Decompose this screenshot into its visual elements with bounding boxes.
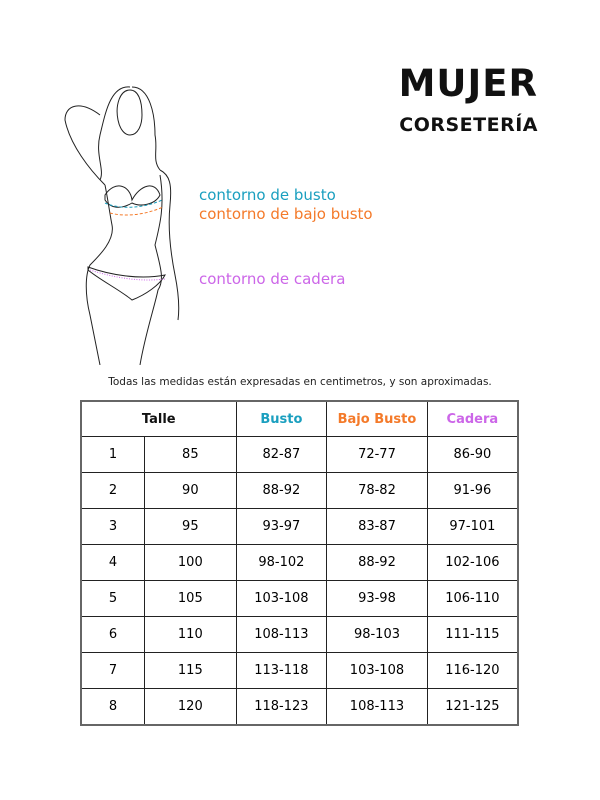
hip-label: contorno de cadera: [199, 270, 346, 288]
hip-range: 106-110: [426, 580, 519, 617]
table-row: 8 120 118-123 108-113 121-125: [80, 688, 519, 726]
size-table: Talle Busto Bajo Busto Cadera 1 85 82-87 72…: [80, 400, 519, 726]
table-row: 1 85 82-87 72-77 86-90: [80, 436, 519, 473]
bust-range: 93-97: [235, 508, 328, 545]
underbust-range: 78-82: [326, 472, 428, 509]
table-header-row: Talle Busto Bajo Busto Cadera: [80, 400, 519, 437]
underbust-range: 108-113: [326, 688, 428, 726]
bust-range: 108-113: [235, 616, 328, 653]
underbust-range: 93-98: [326, 580, 428, 617]
bust-range: 113-118: [235, 652, 328, 689]
hip-range: 91-96: [426, 472, 519, 509]
header-talle: Talle: [80, 400, 237, 437]
bust-range: 82-87: [235, 436, 328, 473]
measurement-note: Todas las medidas están expresadas en ce…: [108, 376, 492, 388]
size-number: 6: [80, 616, 146, 653]
hip-range: 111-115: [426, 616, 519, 653]
size-number: 1: [80, 436, 146, 473]
table-row: 6 110 108-113 98-103 111-115: [80, 616, 519, 653]
size-value: 110: [144, 616, 237, 653]
bust-range: 103-108: [235, 580, 328, 617]
body-measurement-illustration: [64, 86, 180, 365]
table-row: 2 90 88-92 78-82 91-96: [80, 472, 519, 509]
hip-range: 97-101: [426, 508, 519, 545]
bust-range: 98-102: [235, 544, 328, 581]
page-subtitle: CORSETERÍA: [399, 114, 538, 136]
underbust-range: 72-77: [326, 436, 428, 473]
size-value: 105: [144, 580, 237, 617]
bust-label: contorno de busto: [199, 186, 336, 204]
bust-range: 118-123: [235, 688, 328, 726]
header-busto: Busto: [235, 400, 328, 437]
hip-range: 102-106: [426, 544, 519, 581]
size-value: 100: [144, 544, 237, 581]
table-row: 7 115 113-118 103-108 116-120: [80, 652, 519, 689]
size-value: 115: [144, 652, 237, 689]
table-row: 5 105 103-108 93-98 106-110: [80, 580, 519, 617]
page-title: MUJER: [398, 62, 538, 105]
header-bajo-busto: Bajo Busto: [326, 400, 428, 437]
size-number: 7: [80, 652, 146, 689]
size-value: 90: [144, 472, 237, 509]
underbust-range: 83-87: [326, 508, 428, 545]
header-cadera: Cadera: [426, 400, 519, 437]
size-number: 3: [80, 508, 146, 545]
table-row: 3 95 93-97 83-87 97-101: [80, 508, 519, 545]
bust-range: 88-92: [235, 472, 328, 509]
size-value: 120: [144, 688, 237, 726]
size-number: 2: [80, 472, 146, 509]
underbust-range: 103-108: [326, 652, 428, 689]
underbust-range: 98-103: [326, 616, 428, 653]
size-number: 4: [80, 544, 146, 581]
underbust-label: contorno de bajo busto: [199, 205, 373, 223]
hip-range: 121-125: [426, 688, 519, 726]
table-row: 4 100 98-102 88-92 102-106: [80, 544, 519, 581]
hip-range: 116-120: [426, 652, 519, 689]
underbust-range: 88-92: [326, 544, 428, 581]
size-number: 5: [80, 580, 146, 617]
size-value: 85: [144, 436, 237, 473]
size-number: 8: [80, 688, 146, 726]
size-value: 95: [144, 508, 237, 545]
hip-range: 86-90: [426, 436, 519, 473]
